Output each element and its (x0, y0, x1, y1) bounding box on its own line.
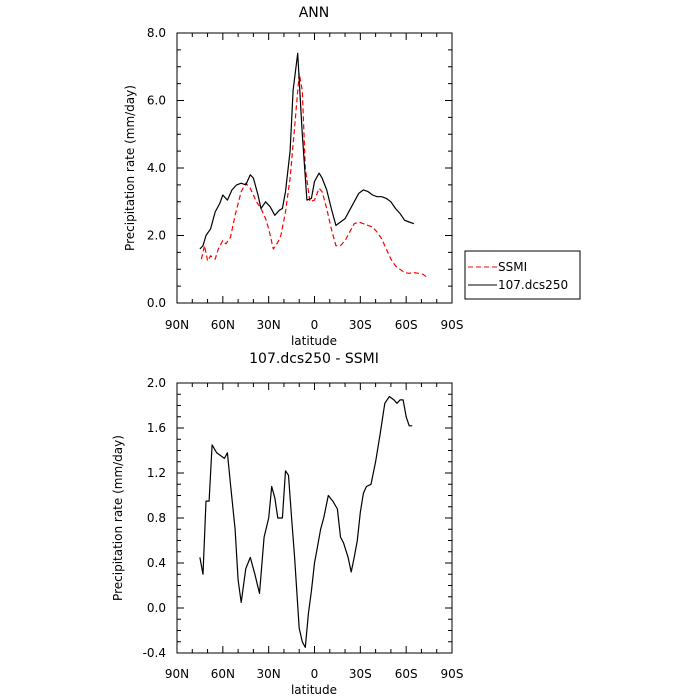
y-tick-label: 2.0 (147, 229, 166, 243)
x-tick-label: 90N (165, 318, 189, 332)
y-tick-label: -0.4 (143, 646, 166, 660)
x-tick-label: 60S (395, 318, 418, 332)
x-axis-label: latitude (291, 683, 337, 697)
y-tick-label: 8.0 (147, 26, 166, 40)
x-tick-label: 30N (257, 667, 281, 681)
y-tick-label: 6.0 (147, 94, 166, 108)
legend-box (464, 250, 581, 300)
y-tick-label: 0.0 (147, 601, 166, 615)
y-tick-label: 1.6 (147, 421, 166, 435)
y-tick-label: 4.0 (147, 161, 166, 175)
x-tick-label: 90S (441, 667, 464, 681)
y-axis-label: Precipitation rate (mm/day) (111, 435, 125, 601)
plot-frame (176, 32, 453, 304)
series-line-107-dcs250 (199, 52, 415, 250)
y-tick-label: 2.0 (147, 376, 166, 390)
x-tick-label: 60N (211, 667, 235, 681)
x-tick-label: 0 (311, 667, 319, 681)
x-tick-label: 30N (257, 318, 281, 332)
legend-label-ssmi: SSMI (498, 260, 527, 274)
x-tick-label: 60S (395, 667, 418, 681)
axis-ticks: 90N 60N 30N 0 30S 60S 90S -0.4 0.0 0.4 0.8 1.2 1.6 2.… (143, 376, 464, 681)
panel-ann: ANN 90N 60N 30N 0 30S 60S 90S 0.0 2.0 4.0 6.0 8.0 l… (123, 5, 581, 348)
panel-difference: 107.dcs250 - SSMI 90N 60N 30N 0 30S 60S 90S -0.… (111, 351, 463, 697)
y-tick-label: 0.0 (147, 296, 166, 310)
y-tick-label: 1.2 (147, 466, 166, 480)
plot-frame (176, 382, 453, 654)
series-lines (199, 395, 413, 649)
series-line-ssmi (200, 72, 428, 279)
chart-title: ANN (299, 5, 330, 21)
y-tick-label: 0.8 (147, 511, 166, 525)
x-axis-label: latitude (291, 334, 337, 348)
axis-ticks: 90N 60N 30N 0 30S 60S 90S 0.0 2.0 4.0 6.0 8.0 (147, 26, 464, 332)
x-tick-label: 60N (211, 318, 235, 332)
x-tick-label: 30S (349, 318, 372, 332)
legend: SSMI 107.dcs250 (464, 250, 581, 300)
x-tick-label: 90S (441, 318, 464, 332)
y-axis-label: Precipitation rate (mm/day) (123, 85, 137, 251)
y-tick-label: 0.4 (147, 556, 166, 570)
x-tick-label: 30S (349, 667, 372, 681)
legend-label-dcs250: 107.dcs250 (498, 278, 568, 292)
series-line (199, 395, 413, 649)
x-tick-label: 0 (311, 318, 319, 332)
series-lines (199, 52, 428, 279)
x-tick-label: 90N (165, 667, 189, 681)
chart-title: 107.dcs250 - SSMI (249, 351, 379, 367)
